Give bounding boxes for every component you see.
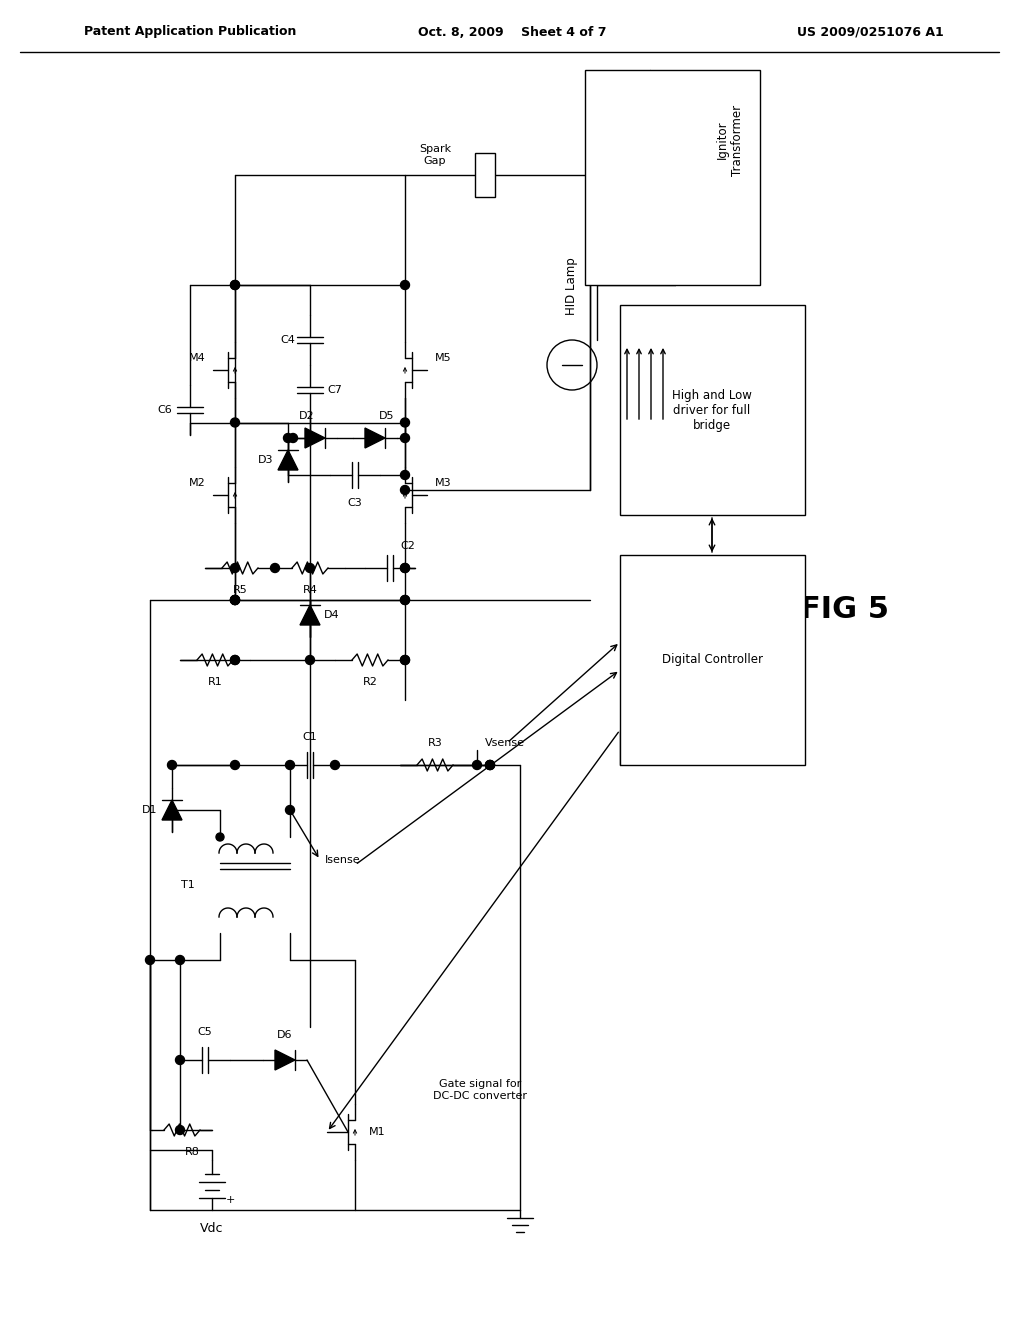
Text: C2: C2 (400, 541, 416, 550)
Text: R4: R4 (302, 585, 317, 595)
Circle shape (230, 418, 240, 426)
Circle shape (230, 595, 240, 605)
Circle shape (485, 760, 495, 770)
Text: D1: D1 (142, 805, 158, 814)
Circle shape (168, 760, 176, 770)
Text: Spark
Gap: Spark Gap (419, 144, 451, 166)
Circle shape (472, 760, 481, 770)
Text: T1: T1 (181, 880, 195, 890)
Text: Oct. 8, 2009    Sheet 4 of 7: Oct. 8, 2009 Sheet 4 of 7 (418, 25, 606, 38)
Polygon shape (365, 428, 385, 447)
Circle shape (284, 433, 293, 442)
Circle shape (400, 564, 410, 573)
Circle shape (230, 656, 240, 664)
Circle shape (145, 956, 155, 965)
Circle shape (230, 281, 240, 289)
Circle shape (289, 433, 298, 442)
Text: D2: D2 (299, 411, 314, 421)
Text: C6: C6 (158, 405, 172, 414)
Bar (475, 153, 495, 197)
Circle shape (216, 833, 224, 841)
Circle shape (175, 956, 184, 965)
Polygon shape (162, 800, 182, 820)
Circle shape (400, 433, 410, 442)
Bar (620, 305, 805, 515)
Circle shape (400, 564, 410, 573)
Circle shape (175, 1126, 184, 1134)
Circle shape (400, 281, 410, 289)
Text: C3: C3 (347, 498, 362, 508)
Circle shape (400, 486, 410, 495)
Circle shape (230, 760, 240, 770)
Polygon shape (275, 1049, 295, 1071)
Text: High and Low
driver for full
bridge: High and Low driver for full bridge (672, 388, 752, 432)
Circle shape (400, 656, 410, 664)
Circle shape (230, 595, 240, 605)
Circle shape (270, 564, 280, 573)
Circle shape (286, 760, 295, 770)
Circle shape (305, 564, 314, 573)
Text: M3: M3 (434, 478, 452, 488)
Text: +: + (225, 1195, 234, 1205)
Text: US 2009/0251076 A1: US 2009/0251076 A1 (797, 25, 943, 38)
Circle shape (400, 656, 410, 664)
Circle shape (400, 470, 410, 479)
Text: Vdc: Vdc (201, 1221, 224, 1234)
Text: D4: D4 (325, 610, 340, 620)
Polygon shape (278, 450, 298, 470)
Text: M1: M1 (369, 1127, 385, 1137)
Circle shape (331, 760, 340, 770)
Bar (620, 554, 805, 766)
Text: Patent Application Publication: Patent Application Publication (84, 25, 296, 38)
Text: Gate signal for
DC-DC converter: Gate signal for DC-DC converter (433, 1080, 527, 1101)
Circle shape (485, 760, 495, 770)
Text: M5: M5 (434, 352, 452, 363)
Text: D6: D6 (278, 1030, 293, 1040)
Circle shape (230, 595, 240, 605)
Circle shape (230, 656, 240, 664)
Text: R8: R8 (184, 1147, 200, 1158)
Text: R5: R5 (232, 585, 248, 595)
Text: D5: D5 (379, 411, 394, 421)
Circle shape (286, 805, 295, 814)
Text: Ignitor
Transformer: Ignitor Transformer (716, 104, 744, 176)
Circle shape (400, 418, 410, 426)
Text: Vsense: Vsense (485, 738, 525, 748)
Text: Isense: Isense (325, 855, 360, 865)
Text: HID Lamp: HID Lamp (565, 257, 579, 315)
Text: M4: M4 (188, 352, 206, 363)
Text: Digital Controller: Digital Controller (662, 653, 763, 667)
Text: D3: D3 (258, 455, 273, 465)
Circle shape (400, 595, 410, 605)
Circle shape (305, 656, 314, 664)
Text: C4: C4 (281, 335, 296, 345)
Circle shape (485, 760, 495, 770)
Circle shape (230, 595, 240, 605)
Polygon shape (305, 428, 325, 447)
Text: R2: R2 (362, 677, 378, 686)
Bar (585, 70, 760, 285)
Circle shape (175, 1056, 184, 1064)
Text: M2: M2 (188, 478, 206, 488)
Text: C7: C7 (328, 385, 342, 395)
Polygon shape (300, 605, 319, 624)
Text: R1: R1 (208, 677, 222, 686)
Text: C5: C5 (198, 1027, 212, 1038)
Circle shape (230, 564, 240, 573)
Circle shape (230, 281, 240, 289)
Text: FIG 5: FIG 5 (801, 595, 890, 624)
Text: C1: C1 (303, 733, 317, 742)
Circle shape (400, 595, 410, 605)
Text: R3: R3 (428, 738, 442, 748)
